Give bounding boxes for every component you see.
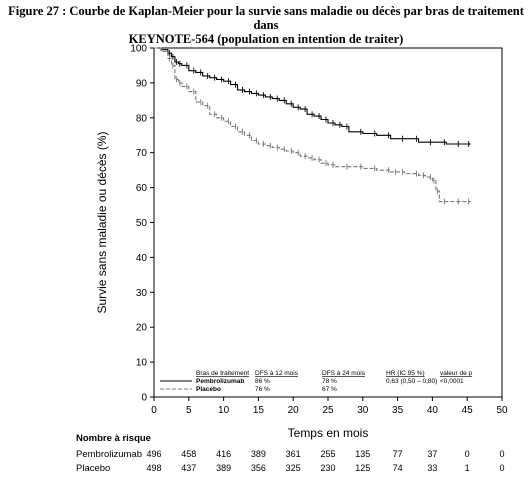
km-curve-placebo bbox=[154, 47, 471, 203]
x-tick-label-1: 5 bbox=[186, 405, 192, 416]
y-tick-label-10: 100 bbox=[130, 44, 147, 55]
y-tick-label-3: 30 bbox=[136, 288, 148, 299]
legend-table-header-4: valeur de p bbox=[440, 370, 473, 377]
risk-cell-pembrolizumab-5: 458 bbox=[181, 449, 197, 459]
x-tick-label-10: 50 bbox=[496, 405, 508, 416]
x-tick-label-3: 15 bbox=[253, 405, 265, 416]
y-axis-label: Survie sans maladie ou décès (%) bbox=[95, 131, 109, 313]
risk-cell-pembrolizumab-20: 361 bbox=[285, 449, 301, 459]
x-tick-label-0: 0 bbox=[151, 405, 157, 416]
y-tick-label-7: 70 bbox=[136, 148, 148, 159]
risk-table-header: Nombre à risque bbox=[76, 433, 151, 444]
y-tick-label-5: 50 bbox=[136, 218, 148, 229]
legend-table-header-1: DFS à 12 mois bbox=[255, 370, 299, 377]
legend-table-header-3: HR (IC 95 %) bbox=[386, 370, 425, 377]
risk-cell-placebo-15: 356 bbox=[250, 463, 266, 473]
plot-frame bbox=[153, 47, 503, 398]
risk-cell-pembrolizumab-25: 255 bbox=[320, 449, 336, 459]
y-tick-label-0: 0 bbox=[141, 393, 147, 404]
figure-title: Figure 27 : Courbe de Kaplan-Meier pour … bbox=[0, 4, 532, 46]
risk-cell-placebo-0: 498 bbox=[146, 463, 162, 473]
y-tick-label-6: 60 bbox=[136, 183, 148, 194]
risk-cell-placebo-10: 389 bbox=[216, 463, 232, 473]
risk-row-label-placebo: Placebo bbox=[76, 463, 111, 474]
legend-table-header-0: Bras de traitement bbox=[196, 370, 249, 377]
risk-cell-pembrolizumab-30: 135 bbox=[355, 449, 371, 459]
x-tick-label-9: 45 bbox=[462, 405, 474, 416]
y-tick-label-9: 90 bbox=[136, 78, 148, 89]
risk-cell-placebo-50: 0 bbox=[499, 463, 505, 473]
y-tick-label-1: 10 bbox=[136, 358, 148, 369]
legend-table-cell-1-1: 76 % bbox=[255, 386, 270, 393]
x-tick-label-8: 40 bbox=[427, 405, 439, 416]
x-tick-label-4: 20 bbox=[288, 405, 300, 416]
risk-cell-pembrolizumab-50: 0 bbox=[499, 449, 505, 459]
legend-table-cell-0-4: <0,0001 bbox=[440, 378, 464, 385]
risk-cell-placebo-40: 33 bbox=[427, 463, 438, 473]
risk-cell-pembrolizumab-0: 496 bbox=[146, 449, 162, 459]
x-axis-label: Temps en mois bbox=[288, 426, 369, 440]
x-tick-label-5: 25 bbox=[322, 405, 334, 416]
legend-table-cell-0-2: 78 % bbox=[322, 378, 337, 385]
y-tick-label-8: 80 bbox=[136, 113, 148, 124]
legend-table-cell-1-2: 67 % bbox=[322, 386, 337, 393]
risk-cell-pembrolizumab-35: 77 bbox=[392, 449, 403, 459]
risk-cell-pembrolizumab-40: 37 bbox=[427, 449, 438, 459]
legend-table-cell-1-0: Placebo bbox=[196, 386, 221, 393]
risk-cell-placebo-45: 1 bbox=[464, 463, 470, 473]
risk-cell-placebo-30: 125 bbox=[355, 463, 371, 473]
risk-cell-placebo-35: 74 bbox=[392, 463, 403, 473]
title-line-2: KEYNOTE-564 (population en intention de … bbox=[128, 32, 404, 46]
y-tick-label-2: 20 bbox=[136, 323, 148, 334]
risk-cell-placebo-25: 230 bbox=[320, 463, 336, 473]
risk-cell-pembrolizumab-15: 389 bbox=[250, 449, 266, 459]
y-tick-label-4: 40 bbox=[136, 253, 148, 264]
legend-table-cell-0-1: 86 % bbox=[255, 378, 270, 385]
risk-row-label-pembrolizumab: Pembrolizumab bbox=[76, 449, 142, 460]
legend-table-header-2: DFS à 24 mois bbox=[322, 370, 366, 377]
risk-cell-pembrolizumab-10: 416 bbox=[216, 449, 232, 459]
x-tick-label-7: 35 bbox=[392, 405, 404, 416]
risk-cell-pembrolizumab-45: 0 bbox=[464, 449, 470, 459]
x-tick-label-2: 10 bbox=[218, 405, 230, 416]
x-tick-label-6: 30 bbox=[357, 405, 369, 416]
km-curve-pembrolizumab bbox=[154, 47, 471, 145]
title-line-1: Figure 27 : Courbe de Kaplan-Meier pour … bbox=[8, 4, 524, 32]
legend-table-cell-0-3: 0,63 (0,50 – 0,80) bbox=[386, 378, 437, 385]
risk-cell-placebo-20: 325 bbox=[285, 463, 301, 473]
risk-cell-placebo-5: 437 bbox=[181, 463, 197, 473]
legend-table-cell-0-0: Pembrolizumab bbox=[196, 378, 244, 385]
